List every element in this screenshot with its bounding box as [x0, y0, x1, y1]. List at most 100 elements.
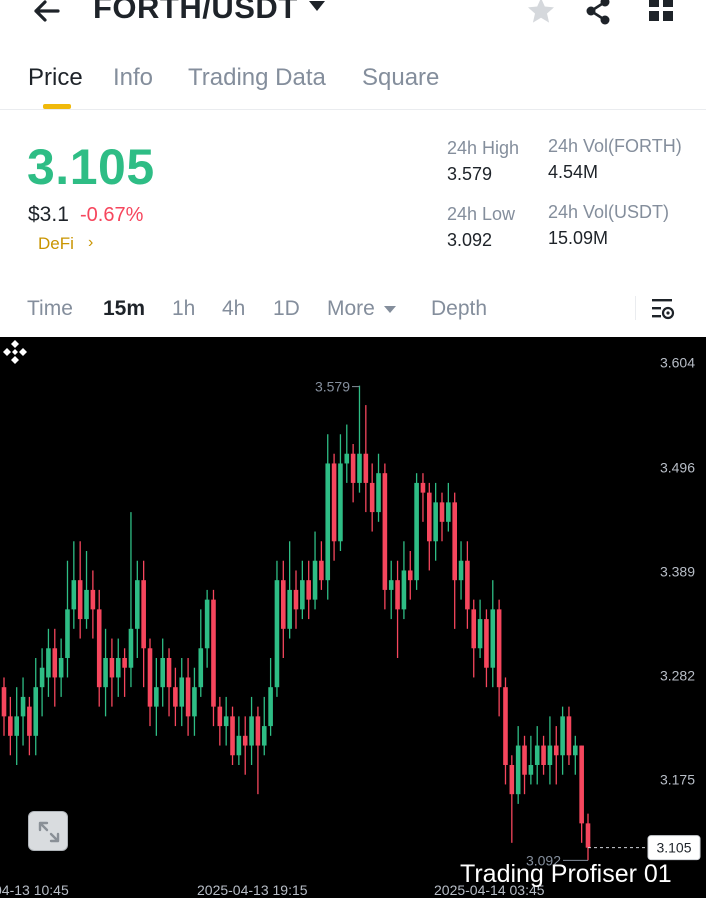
candle-body: [490, 609, 496, 668]
interval-15m[interactable]: 15m: [103, 297, 146, 320]
x-tick-label: 2025-04-14 03:45: [434, 882, 545, 898]
candle-body: [325, 463, 331, 581]
candle-body: [363, 453, 369, 483]
candle-body: [103, 658, 108, 688]
last-price-label: 3.105: [656, 840, 691, 856]
candle-body: [515, 745, 521, 795]
candle-body: [230, 716, 235, 756]
candle-body: [1, 687, 7, 717]
tab-info[interactable]: Info: [113, 64, 154, 91]
candle-body: [293, 589, 299, 610]
candle-body: [77, 580, 83, 620]
candle-body: [414, 482, 419, 581]
tab-square[interactable]: Square: [362, 64, 440, 91]
candle-body: [300, 580, 305, 610]
caret-down-icon[interactable]: [309, 1, 325, 11]
candle-body: [357, 453, 362, 483]
chart-canvas[interactable]: 3.604 3.496 3.389 3.282 3.175 3.105 3.579 3.092…: [0, 337, 706, 898]
candle-body: [350, 453, 356, 483]
candle-body: [395, 580, 400, 610]
candle-body: [58, 658, 64, 678]
candle-body: [547, 745, 553, 765]
share-icon[interactable]: [584, 0, 612, 26]
low-marker-label: 3.092: [526, 852, 561, 868]
candle-body: [509, 765, 515, 795]
candle-body: [541, 745, 546, 765]
candle-body: [160, 658, 165, 688]
chevron-right-icon[interactable]: ›: [88, 234, 94, 251]
watermark-text: Trading Profiser 01: [460, 860, 672, 888]
y-tick-label: 3.175: [660, 772, 695, 788]
candle-body: [14, 716, 19, 736]
chart-settings-icon[interactable]: [650, 296, 676, 322]
candle-body: [96, 609, 102, 688]
candle-body: [236, 735, 242, 756]
candle-body: [427, 492, 432, 542]
candlestick-chart[interactable]: 3.604 3.496 3.389 3.282 3.175 3.105 3.579 3.092…: [0, 337, 706, 898]
candle-body: [179, 677, 185, 707]
stat-vol-quote-label: 24h Vol(USDT): [548, 202, 670, 222]
candle-body: [20, 696, 26, 717]
active-tab-indicator: [43, 104, 71, 109]
top-bar: FORTH/USDT: [0, 0, 706, 38]
category-tag[interactable]: DeFi: [38, 234, 74, 253]
candle-body: [306, 580, 311, 600]
arrow-left-icon[interactable]: [30, 0, 64, 28]
candle-body: [242, 735, 248, 746]
tab-bar: Price Info Trading Data Square: [0, 58, 706, 110]
last-price: 3.105: [27, 139, 155, 195]
candle-body: [319, 560, 324, 581]
candle-body: [217, 706, 223, 727]
candle-body: [154, 687, 159, 707]
tab-price[interactable]: Price: [28, 64, 83, 91]
candle-body: [522, 745, 527, 775]
candle-body: [268, 687, 273, 727]
trading-pair-title[interactable]: FORTH/USDT: [93, 0, 298, 25]
tab-trading-data[interactable]: Trading Data: [188, 64, 326, 91]
candle-body: [33, 687, 39, 736]
candle-body: [115, 658, 121, 678]
interval-4h[interactable]: 4h: [222, 297, 246, 320]
candle-body: [27, 706, 32, 736]
expand-icon[interactable]: [28, 811, 68, 851]
candle-body: [185, 677, 191, 717]
candle-body: [338, 463, 343, 542]
candle-body: [71, 580, 77, 610]
candle-body: [376, 473, 381, 513]
y-tick-label: 3.604: [660, 354, 695, 370]
candle-body: [382, 473, 388, 590]
candle-body: [166, 658, 172, 688]
stat-vol-base-label: 24h Vol(FORTH): [548, 136, 682, 156]
candle-body: [109, 658, 115, 678]
candle-body: [433, 502, 438, 542]
candle-body: [223, 716, 229, 727]
candle-body: [439, 502, 445, 522]
divider: [635, 296, 636, 320]
interval-1h[interactable]: 1h: [172, 297, 196, 320]
candle-body: [192, 687, 197, 717]
candle-body: [401, 570, 407, 610]
candle-body: [249, 716, 254, 746]
candle-body: [261, 726, 267, 746]
stat-vol-quote-value: 15.09M: [548, 228, 609, 248]
y-tick-label: 3.496: [660, 459, 695, 475]
interval-depth[interactable]: Depth: [431, 297, 488, 320]
candle-body: [503, 687, 508, 765]
candle-body: [135, 580, 140, 629]
interval-more[interactable]: More: [327, 297, 375, 320]
star-icon[interactable]: [526, 0, 556, 26]
candle-body: [281, 580, 286, 629]
candle-body: [147, 648, 153, 707]
candle-body: [420, 482, 426, 493]
interval-1d[interactable]: 1D: [273, 297, 300, 320]
candle-body: [128, 628, 134, 668]
interval-time[interactable]: Time: [27, 297, 73, 320]
candle-body: [173, 687, 178, 707]
candle-body: [446, 502, 451, 522]
caret-down-icon[interactable]: [384, 306, 396, 313]
grid-icon[interactable]: [648, 0, 674, 22]
stat-high-label: 24h High: [447, 138, 520, 158]
candle-body: [204, 599, 210, 649]
candle-body: [46, 648, 51, 678]
candle-body: [560, 716, 565, 756]
